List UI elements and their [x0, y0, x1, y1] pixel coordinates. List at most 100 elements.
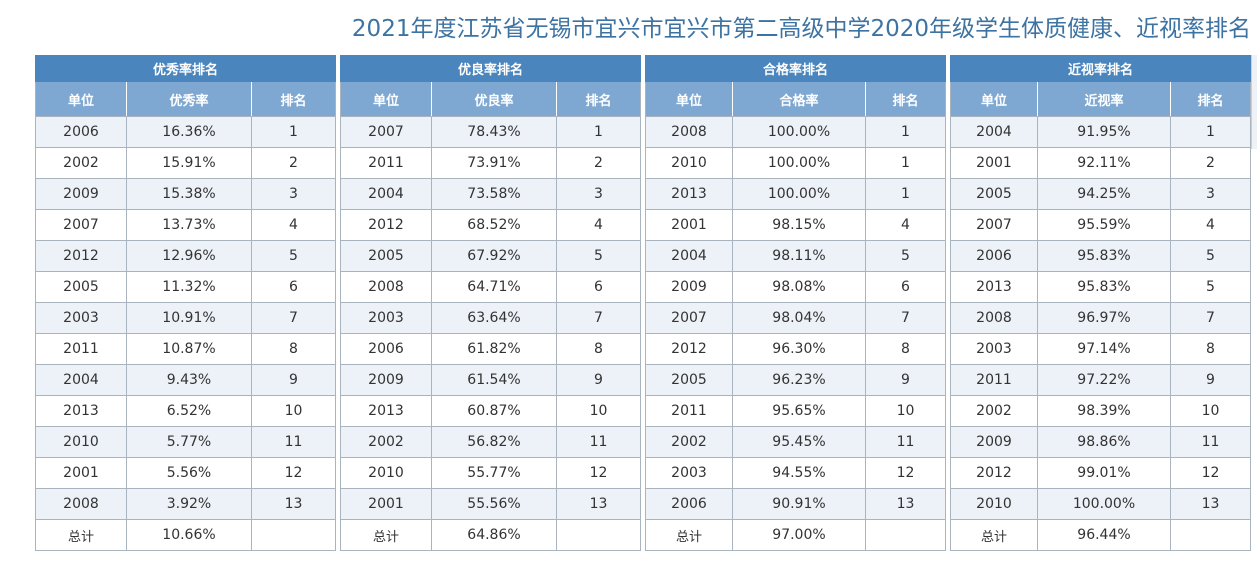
table-row: 2005 67.92% 5	[340, 240, 642, 272]
cell-rate: 63.64%	[431, 302, 557, 334]
cell-rank: 9	[864, 364, 947, 396]
table-row: 2004 73.58% 3	[340, 178, 642, 210]
cell-unit: 2003	[950, 333, 1038, 365]
cell-unit: 2011	[645, 395, 733, 427]
total-rank	[1169, 519, 1252, 551]
cell-rate: 55.56%	[431, 488, 557, 520]
cell-rank: 6	[864, 271, 947, 303]
cell-rank: 9	[555, 364, 642, 396]
cell-rate: 96.30%	[732, 333, 866, 365]
cell-unit: 2003	[645, 457, 733, 489]
cell-rate: 95.59%	[1037, 209, 1171, 241]
table-row: 2012 99.01% 12	[950, 457, 1252, 489]
cell-rank: 1	[250, 116, 337, 148]
table-row: 2006 61.82% 8	[340, 333, 642, 365]
cell-rank: 1	[864, 147, 947, 179]
pass-rate-ranking-table: 合格率排名 单位 合格率 排名 2008 100.00% 1 2010 100.00% 1…	[644, 55, 947, 551]
cell-unit: 2012	[645, 333, 733, 365]
total-rank	[555, 519, 642, 551]
table-row: 2013 60.87% 10	[340, 395, 642, 427]
cell-rank: 8	[250, 333, 337, 365]
total-value: 10.66%	[126, 519, 252, 551]
cell-rate: 5.77%	[126, 426, 252, 458]
table-row: 2003 94.55% 12	[645, 457, 947, 489]
cell-rank: 7	[555, 302, 642, 334]
cell-rate: 73.58%	[431, 178, 557, 210]
cell-unit: 2005	[950, 178, 1038, 210]
table-row: 2002 95.45% 11	[645, 426, 947, 458]
cell-rank: 4	[555, 209, 642, 241]
table-row: 2004 9.43% 9	[35, 364, 337, 396]
cell-rate: 5.56%	[126, 457, 252, 489]
cell-rank: 11	[864, 426, 947, 458]
table-row: 2006 90.91% 13	[645, 488, 947, 520]
cell-rate: 78.43%	[431, 116, 557, 148]
page-title: 2021年度江苏省无锡市宜兴市宜兴市第二高级中学2020年级学生体质健康、近视率…	[351, 16, 1251, 42]
cell-rate: 55.77%	[431, 457, 557, 489]
cell-rank: 1	[864, 116, 947, 148]
cell-rank: 1	[864, 178, 947, 210]
cell-rate: 98.86%	[1037, 426, 1171, 458]
cell-unit: 2004	[645, 240, 733, 272]
cell-rank: 9	[250, 364, 337, 396]
cell-rate: 67.92%	[431, 240, 557, 272]
cell-rank: 6	[555, 271, 642, 303]
scrollbar-edge[interactable]	[1251, 55, 1257, 149]
cell-unit: 2006	[645, 488, 733, 520]
cell-rate: 92.11%	[1037, 147, 1171, 179]
cell-unit: 2011	[340, 147, 432, 179]
cell-rank: 12	[864, 457, 947, 489]
cell-rate: 98.39%	[1037, 395, 1171, 427]
table-row: 2010 100.00% 13	[950, 488, 1252, 520]
cell-unit: 2004	[340, 178, 432, 210]
cell-unit: 2001	[35, 457, 127, 489]
table-row: 2008 96.97% 7	[950, 302, 1252, 334]
cell-unit: 2011	[35, 333, 127, 365]
cell-unit: 2013	[645, 178, 733, 210]
table-row: 2013 100.00% 1	[645, 178, 947, 210]
table-row: 2003 63.64% 7	[340, 302, 642, 334]
table-row: 2013 95.83% 5	[950, 271, 1252, 303]
cell-unit: 2009	[340, 364, 432, 396]
cell-rate: 91.95%	[1037, 116, 1171, 148]
cell-unit: 2007	[950, 209, 1038, 241]
cell-unit: 2011	[950, 364, 1038, 396]
total-row: 总计 64.86%	[340, 519, 642, 551]
cell-rank: 5	[1169, 271, 1252, 303]
cell-rate: 94.25%	[1037, 178, 1171, 210]
cell-unit: 2006	[950, 240, 1038, 272]
table-title: 合格率排名	[644, 55, 947, 82]
column-header-rank: 排名	[555, 81, 642, 117]
cell-rank: 12	[1169, 457, 1252, 489]
cell-rank: 12	[250, 457, 337, 489]
total-rank	[864, 519, 947, 551]
table-row: 2010 55.77% 12	[340, 457, 642, 489]
column-header-rate: 近视率	[1037, 81, 1171, 117]
cell-rate: 60.87%	[431, 395, 557, 427]
table-row: 2004 91.95% 1	[950, 116, 1252, 148]
cell-unit: 2005	[340, 240, 432, 272]
table-row: 2001 92.11% 2	[950, 147, 1252, 179]
cell-unit: 2010	[35, 426, 127, 458]
table-row: 2012 12.96% 5	[35, 240, 337, 272]
column-header-unit: 单位	[340, 81, 432, 117]
column-header-unit: 单位	[950, 81, 1038, 117]
cell-unit: 2003	[340, 302, 432, 334]
cell-unit: 2013	[340, 395, 432, 427]
cell-unit: 2009	[645, 271, 733, 303]
cell-unit: 2010	[950, 488, 1038, 520]
total-row: 总计 10.66%	[35, 519, 337, 551]
cell-rank: 13	[1169, 488, 1252, 520]
table-row: 2009 98.08% 6	[645, 271, 947, 303]
cell-unit: 2002	[35, 147, 127, 179]
cell-rate: 61.82%	[431, 333, 557, 365]
table-row: 2011 97.22% 9	[950, 364, 1252, 396]
cell-rate: 100.00%	[732, 178, 866, 210]
cell-rank: 1	[555, 116, 642, 148]
cell-rate: 98.08%	[732, 271, 866, 303]
total-label: 总计	[645, 519, 733, 551]
cell-unit: 2004	[950, 116, 1038, 148]
total-label: 总计	[35, 519, 127, 551]
table-row: 2006 16.36% 1	[35, 116, 337, 148]
total-label: 总计	[950, 519, 1038, 551]
